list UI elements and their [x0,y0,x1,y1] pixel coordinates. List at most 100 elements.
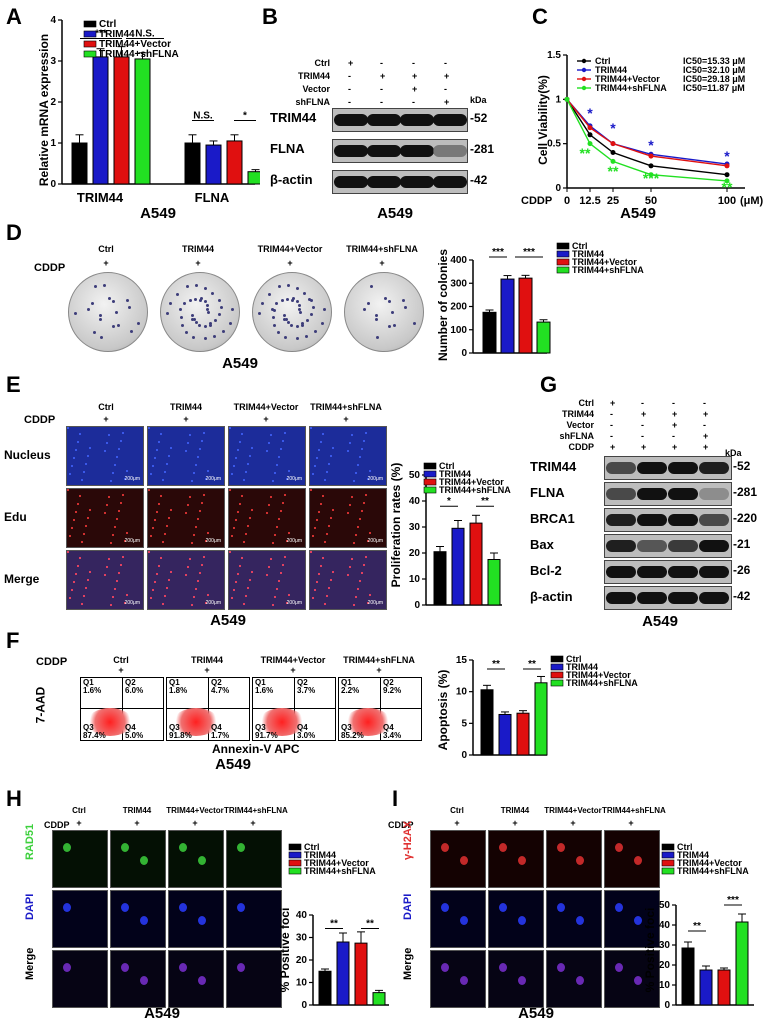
panel-f-bar [534,682,548,756]
panel-d-colony [214,318,218,322]
panel-h-micrograph [52,830,108,888]
panel-d-colony [280,298,284,302]
panel-h-nucleus [121,903,129,912]
panel-e-cell-dot [326,595,328,597]
panel-g-size-label: -52 [733,459,751,473]
panel-d-colony [388,300,392,304]
panel-g-row-label: Ctrl [578,398,595,408]
panel-e-cell-dot [67,551,69,553]
panel-d-colony [230,308,234,312]
panel-e-row-label: Nucleus [4,448,51,462]
panel-c-legend-label: TRIM44+Vector [595,74,660,84]
panel-e-cell-dot [160,495,162,497]
panel-d-colony [282,314,286,318]
panel-g-band [637,462,667,474]
panel-e-micrograph: 200μm [66,426,144,486]
panel-h-group-label: TRIM44+Vector [166,806,224,815]
panel-g-protein-label: BRCA1 [530,511,575,526]
panel-d-colony [221,330,225,334]
panel-h-legend-label: Ctrl [304,842,320,852]
panel-i-legend-label: TRIM44+shFLNA [677,866,749,876]
panel-d-colony [367,302,371,305]
panel-e-scalebar: 200μm [367,538,383,544]
panel-d-dish [68,272,148,352]
panel-e-cell-dot [166,525,168,527]
panel-e-cell-dot [237,511,239,513]
panel-g-sign: - [610,420,613,430]
panel-e-cell-dot [369,532,371,534]
panel-e-cell-dot [316,519,318,521]
panel-f-group-label: TRIM44 [190,655,223,665]
panel-e-cell-dot [116,580,118,582]
panel-f-cddp-plus: + [118,665,124,675]
panel-c-sig-label: ** [580,145,591,161]
panel-h-nucleus [198,916,206,925]
panel-e-cell-dot [195,464,197,466]
panel-e-cell-dot [83,533,85,535]
panel-f-quad-label: Q2 9.2% [383,678,402,695]
panel-b-sign: - [380,58,383,68]
panel-e-cell-dot [322,433,324,435]
panel-a-sig-label: *** [95,28,107,39]
panel-e-cell-dot [203,432,205,434]
panel-d-colony [306,318,310,322]
panel-b-sign: + [380,71,386,81]
panel-i-cddp-plus: + [512,818,518,828]
panel-i-ytick-label: 40 [659,920,671,931]
panel-g-blots: TRIM44 -52 FLNA -281 BRCA1 -220 Bax -21 Bcl-2 -26… [530,456,770,616]
panel-f-quad-label: Q4 3.0% [297,723,316,740]
panel-c-sig-label: * [610,120,616,136]
panel-d-sig-label: *** [523,247,535,258]
panel-d-colony [115,311,118,314]
panel-e-legend-label: TRIM44+Vector [439,477,504,487]
panel-i-group-label: Ctrl [450,806,464,815]
panel-e-cell-dot [314,465,316,467]
panel-g-protein-label: FLNA [530,485,565,500]
panel-e-cell-dot [170,447,172,449]
panel-h-nucleus [121,963,129,972]
panel-b-band [367,114,401,126]
panel-d-colony [87,307,91,311]
panel-c-ytick-label: 0.5 [547,139,561,150]
panel-e-cell-dot [126,594,128,596]
panel-e-cell-dot [85,463,87,465]
panel-e-cell-dot [314,527,316,529]
panel-e-cell-dot [67,427,69,429]
panel-e-cell-dot [272,604,274,606]
panel-e-cell-dot [288,594,290,596]
panel-h-legend-swatch [288,843,302,851]
panel-f-letter: F [6,628,20,653]
panel-e-micrograph: 200μm [309,550,387,610]
panel-e-sig-label: * [447,496,451,507]
panel-e-cell-dot [332,509,334,511]
panel-i-micrograph [430,950,486,1008]
panel-e-cell-dot [156,573,158,575]
panel-f-cell-cloud [345,708,391,736]
panel-e-cell-dot [114,588,116,590]
panel-e-cell-dot [189,558,191,560]
panel-g-band [699,592,729,604]
panel-i-cddp-plus: + [570,818,576,828]
panel-d-colony [301,324,305,328]
panel-f-quad-label: Q3 91.8% [169,723,192,740]
panel-e-cell-dot [106,504,108,506]
panel-c-point [648,153,654,159]
panel-e-scalebar: 200μm [205,538,221,544]
panel-i-micrograph [604,890,660,948]
panel-f-quad-label: Q3 87.4% [83,723,106,740]
panel-e-group-label: TRIM44 [169,402,202,412]
panel-e-cell-dot [118,510,120,512]
panel-d-legend-swatch [556,242,570,250]
panel-d-colony [190,314,194,318]
panel-e-ytick-label: 20 [409,548,421,559]
panel-e-cell-dot [110,542,112,544]
panel-e-cell-dot [154,519,156,521]
panel-a-legend-swatch [83,30,97,38]
panel-d-colony [286,297,290,301]
panel-e-cell-dot [268,566,270,568]
panel-i-bar [717,969,731,1006]
panel-e-cell-dot [170,571,172,573]
panel-d-colony [129,330,133,334]
panel-e-cell-dot [363,564,365,566]
